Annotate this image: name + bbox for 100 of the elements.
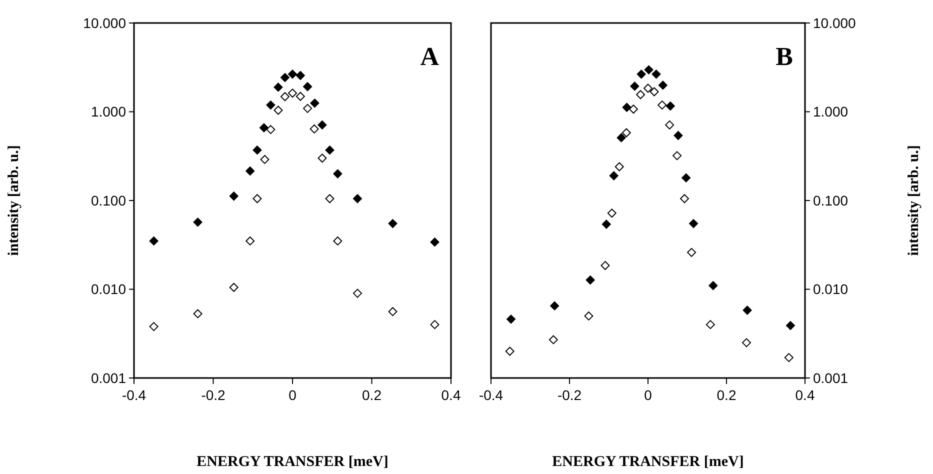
- point: [318, 154, 327, 163]
- x-tick-label: -0.4: [478, 387, 504, 403]
- point: [266, 125, 276, 134]
- y-tick-label: 0.010: [90, 281, 126, 298]
- point: [680, 194, 690, 204]
- point: [622, 128, 631, 138]
- point: [630, 82, 640, 91]
- point: [650, 87, 659, 96]
- point: [614, 162, 624, 172]
- point: [266, 100, 276, 110]
- point: [325, 146, 334, 155]
- point: [609, 171, 618, 180]
- point: [303, 82, 312, 92]
- point: [352, 288, 362, 298]
- point: [689, 219, 698, 228]
- x-tick-label: 0: [644, 387, 652, 403]
- point: [600, 261, 610, 270]
- x-tick-label: 0.4: [795, 387, 815, 403]
- point: [318, 120, 327, 130]
- point: [742, 338, 752, 348]
- y2-tick-label: 10.000: [813, 14, 856, 31]
- point: [636, 70, 646, 79]
- x-tick-label: 0.2: [362, 387, 382, 403]
- annotation: A: [420, 42, 440, 71]
- y-tick-label: 10.000: [83, 14, 126, 31]
- point: [246, 236, 255, 246]
- x-tick-label: 0.4: [441, 387, 461, 403]
- point: [388, 219, 398, 228]
- point: [644, 65, 654, 74]
- point: [550, 301, 560, 310]
- y2-tick-label: 0.100: [813, 192, 848, 208]
- point: [584, 311, 594, 320]
- annotation: B: [776, 42, 793, 71]
- point: [229, 282, 238, 292]
- point: [280, 73, 290, 82]
- y-tick-label: 1.000: [90, 104, 126, 120]
- point: [706, 320, 715, 330]
- point: [616, 133, 626, 142]
- point: [666, 102, 675, 111]
- point: [430, 320, 440, 330]
- point: [658, 100, 667, 110]
- point: [636, 90, 646, 100]
- point: [259, 123, 268, 132]
- point: [742, 306, 752, 315]
- point: [352, 194, 362, 204]
- point: [784, 353, 794, 362]
- point: [274, 82, 283, 92]
- y-tick-label: 0.001: [90, 370, 126, 386]
- point: [333, 236, 342, 246]
- point: [786, 321, 795, 330]
- point: [505, 346, 514, 356]
- point: [280, 92, 290, 102]
- x-tick-label: -0.2: [201, 387, 226, 403]
- point: [149, 322, 158, 332]
- point: [665, 120, 674, 130]
- point: [288, 88, 297, 98]
- point: [252, 146, 262, 155]
- point: [652, 70, 661, 79]
- point: [303, 104, 312, 113]
- point: [682, 173, 691, 182]
- point: [506, 314, 516, 324]
- point: [296, 92, 305, 101]
- point: [622, 102, 632, 112]
- point: [325, 194, 334, 204]
- point: [687, 248, 696, 257]
- point: [430, 238, 440, 247]
- y2-tick-label: 0.001: [813, 370, 848, 386]
- x-tick-label: 0: [288, 387, 297, 403]
- point: [288, 70, 297, 79]
- point: [310, 124, 319, 134]
- point: [193, 309, 202, 318]
- point: [149, 236, 158, 246]
- point: [658, 80, 668, 90]
- point: [644, 84, 652, 93]
- x-tick-label: 0.2: [716, 387, 736, 403]
- y-axis-title: intensity [arb. u.]: [6, 145, 22, 256]
- point: [548, 335, 558, 344]
- point: [260, 154, 270, 164]
- point: [246, 166, 255, 176]
- point: [607, 208, 616, 218]
- x-axis-title: ENERGY TRANSFER [meV]: [196, 454, 388, 470]
- point: [252, 194, 262, 204]
- point: [193, 218, 202, 227]
- x-tick-label: -0.4: [122, 387, 146, 403]
- point: [672, 151, 682, 160]
- y2-tick-label: 1.000: [813, 104, 848, 120]
- x-tick-label: -0.2: [557, 387, 582, 403]
- point: [229, 192, 238, 201]
- point: [674, 131, 683, 140]
- point: [602, 220, 611, 229]
- point: [708, 281, 718, 290]
- point: [333, 169, 342, 178]
- point: [388, 307, 398, 316]
- x-axis-title: ENERGY TRANSFER [meV]: [552, 454, 744, 470]
- point: [586, 276, 595, 285]
- point: [274, 106, 283, 115]
- point: [310, 98, 320, 108]
- y2-tick-label: 0.010: [813, 281, 848, 298]
- point: [296, 71, 305, 80]
- y-tick-label: 0.100: [90, 192, 126, 208]
